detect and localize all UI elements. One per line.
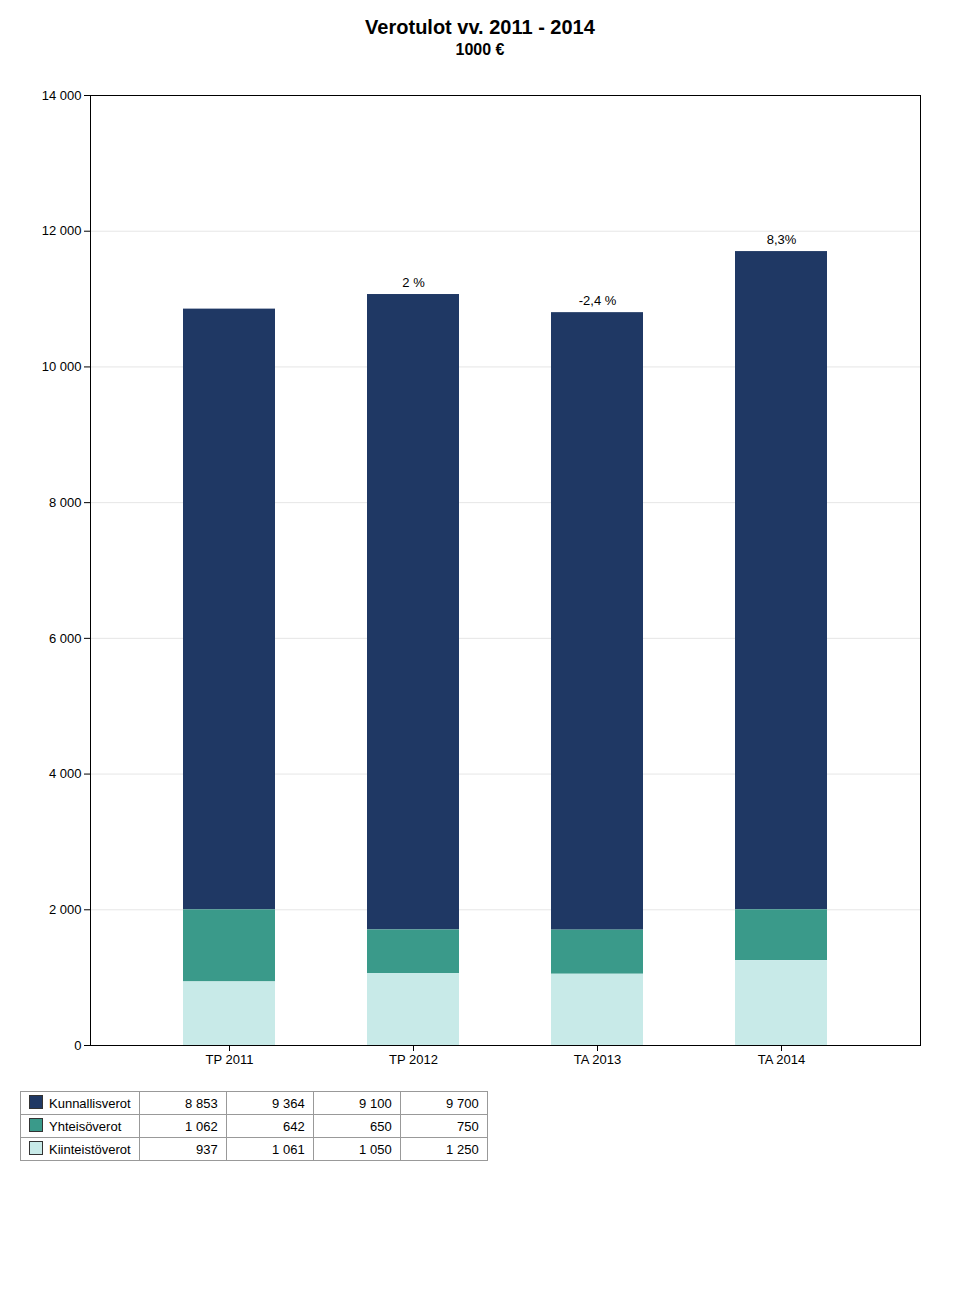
svg-text:TA 2014: TA 2014: [758, 1052, 805, 1067]
svg-text:2 000: 2 000: [49, 902, 82, 917]
svg-text:0: 0: [74, 1038, 81, 1053]
html-text:Kiinteistöverot: Kiinteistöverot: [49, 1142, 131, 1157]
html-text:642: 642: [283, 1118, 305, 1134]
svg-text:-2,4 %: -2,4 %: [579, 293, 617, 308]
svg-text:6 000: 6 000: [49, 631, 82, 646]
html-text:9 700: 9 700: [446, 1095, 479, 1111]
html-text:Yhteisöverot: Yhteisöverot: [49, 1119, 122, 1134]
svg-text:10 000: 10 000: [42, 359, 82, 374]
html-text:1 250: 1 250: [446, 1141, 479, 1157]
html-text:1 061: 1 061: [272, 1141, 305, 1157]
html-text:750: 750: [457, 1118, 479, 1134]
html-text:9 100: 9 100: [359, 1095, 392, 1111]
html-text:Verotulot vv. 2011 - 2014: Verotulot vv. 2011 - 2014: [365, 16, 595, 38]
html-text:937: 937: [196, 1141, 218, 1157]
html-text:650: 650: [370, 1118, 392, 1134]
html-text:1 050: 1 050: [359, 1141, 392, 1157]
svg-text:12 000: 12 000: [42, 223, 82, 238]
html-text:Kunnallisverot: Kunnallisverot: [49, 1096, 131, 1111]
svg-text:TP 2012: TP 2012: [389, 1052, 438, 1067]
html-text:9 364: 9 364: [272, 1095, 305, 1111]
svg-text:4 000: 4 000: [49, 766, 82, 781]
svg-text:TA 2013: TA 2013: [574, 1052, 621, 1067]
svg-text:14 000: 14 000: [42, 88, 82, 103]
html-text:1 062: 1 062: [185, 1118, 218, 1134]
svg-text:8 000: 8 000: [49, 495, 82, 510]
html-text:1000 €: 1000 €: [455, 41, 505, 58]
svg-text:TP 2011: TP 2011: [206, 1052, 254, 1067]
svg-text:8,3%: 8,3%: [767, 232, 797, 247]
html-text:8 853: 8 853: [185, 1095, 218, 1111]
svg-text:2 %: 2 %: [402, 275, 425, 290]
